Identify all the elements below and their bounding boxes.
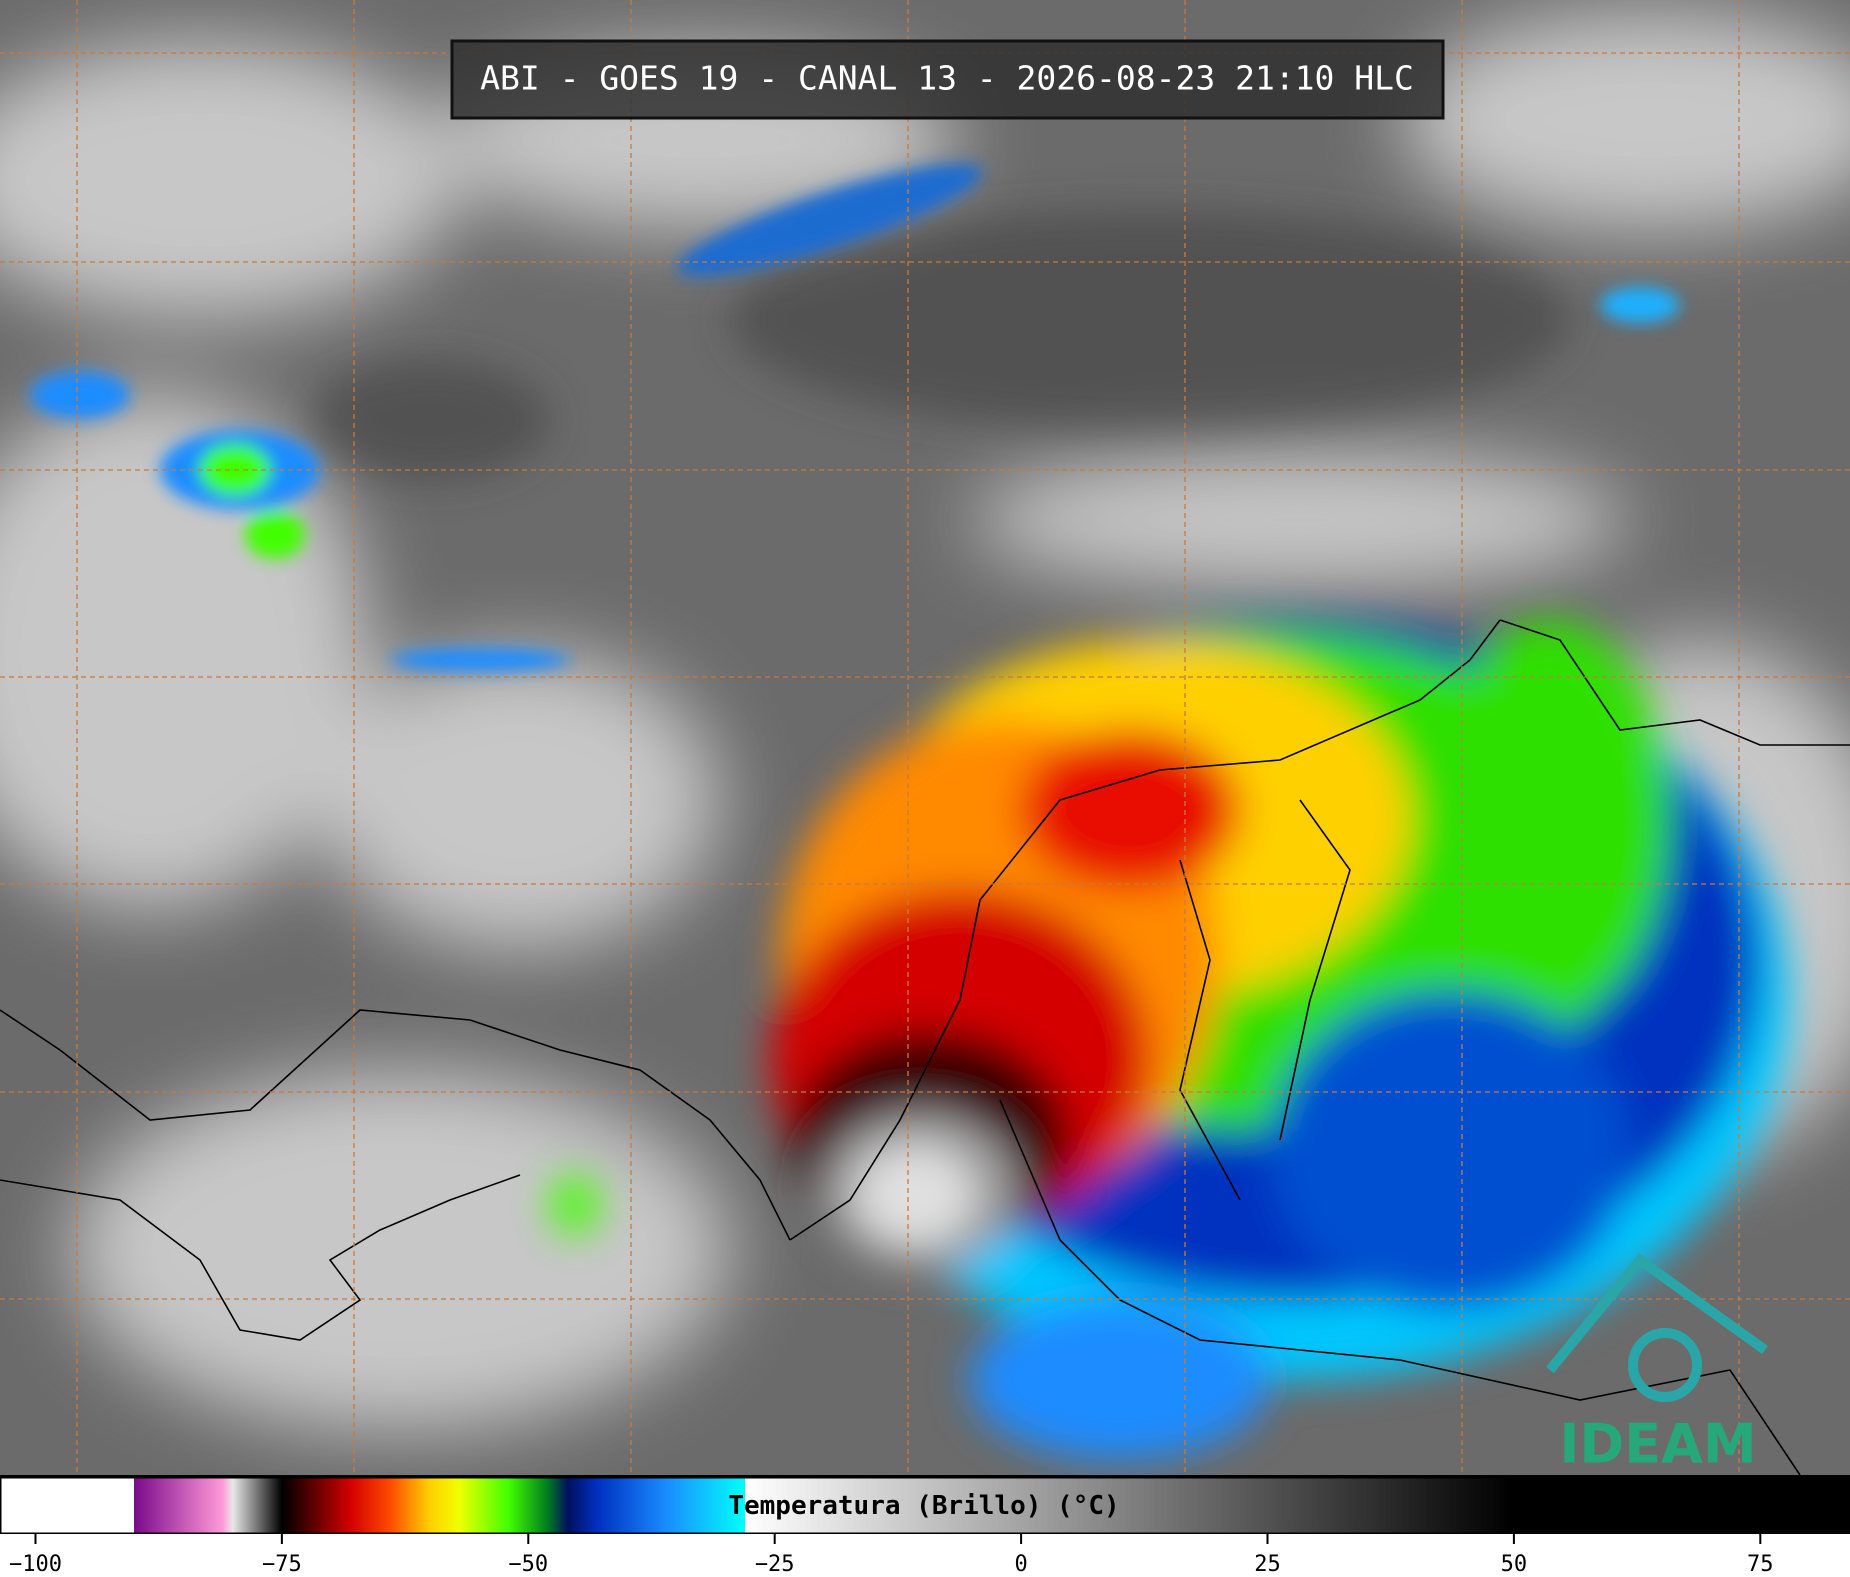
tick-label: 50 xyxy=(1501,1552,1528,1577)
tick-label: −25 xyxy=(755,1552,795,1577)
logo-text: IDEAM xyxy=(1559,1413,1756,1476)
tick-label: 75 xyxy=(1747,1552,1774,1577)
graticule xyxy=(0,0,1850,1475)
tick-label: −75 xyxy=(262,1552,302,1577)
imagery xyxy=(0,0,1850,1476)
colorbar-label: Temperatura (Brillo) (°C) xyxy=(728,1491,1119,1521)
tick-label: −100 xyxy=(9,1552,62,1577)
tick-label: −50 xyxy=(508,1552,548,1577)
colorbar: Temperatura (Brillo) (°C) −100 −75 −50 −25 0 2… xyxy=(0,1475,1850,1577)
title-box: ABI - GOES 19 - CANAL 13 - 2026-08-23 21… xyxy=(450,39,1445,120)
tick-label: 25 xyxy=(1254,1552,1281,1577)
colorbar-fill xyxy=(0,1475,1850,1536)
tick-label: 0 xyxy=(1014,1552,1027,1577)
title: ABI - GOES 19 - CANAL 13 - 2026-08-23 21… xyxy=(480,59,1414,98)
logo: IDEAM xyxy=(1546,1253,1768,1476)
